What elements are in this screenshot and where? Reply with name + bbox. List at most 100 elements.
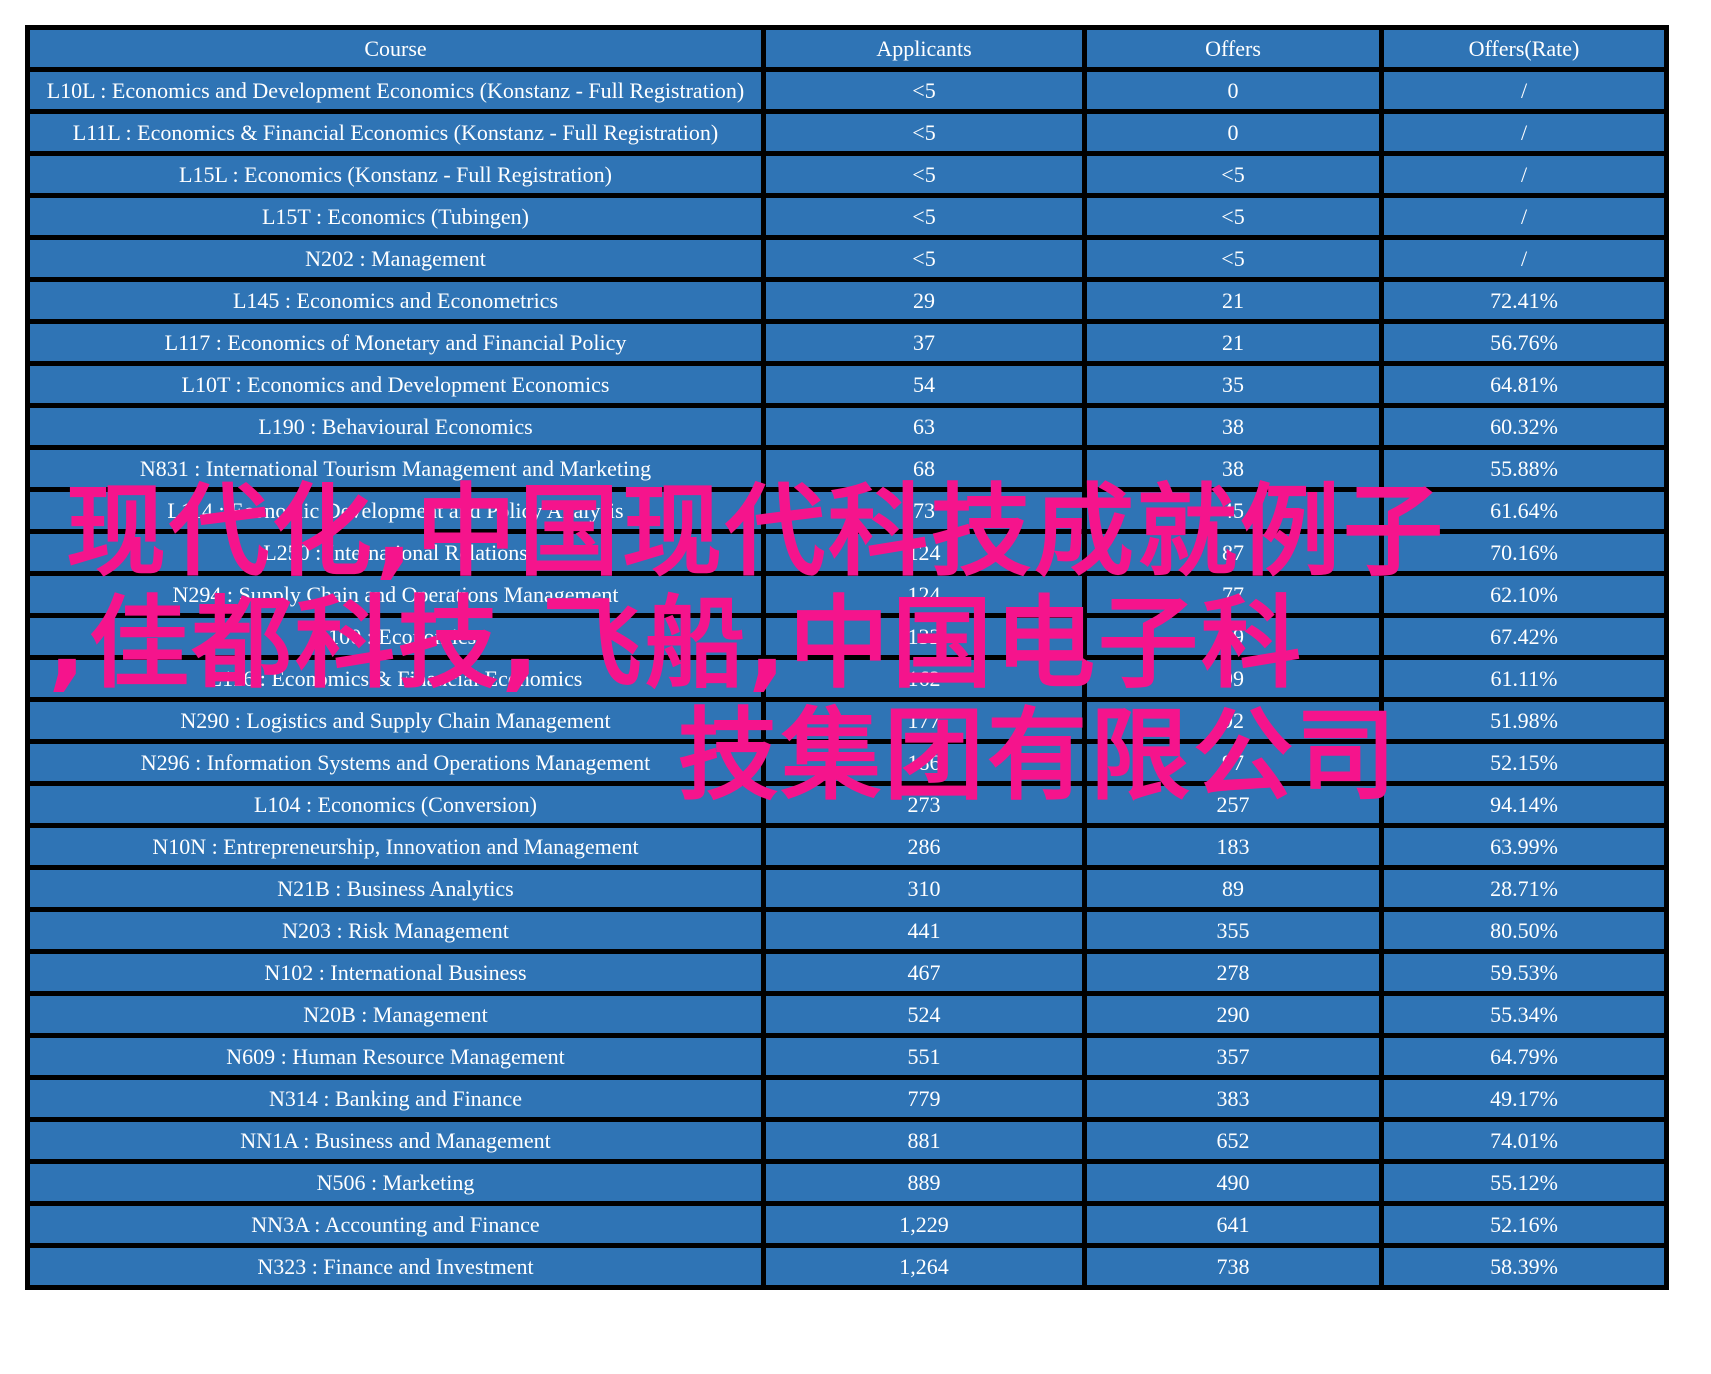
course-cell: L11L : Economics & Financial Economics (… (25, 109, 766, 156)
applicants-cell: 177 (761, 697, 1087, 744)
table-row: N10N : Entrepreneurship, Innovation and … (25, 823, 1669, 870)
offers-cell: 99 (1082, 655, 1384, 702)
course-cell: L100 : Economics (25, 613, 766, 660)
offers-cell: 21 (1082, 319, 1384, 366)
table-row: L104 : Economics (Conversion) 273 257 94.14… (25, 781, 1669, 828)
rate-cell: 55.12% (1379, 1159, 1669, 1206)
course-cell: NN1A : Business and Management (25, 1117, 766, 1164)
offers-cell: 183 (1082, 823, 1384, 870)
rate-cell: 56.76% (1379, 319, 1669, 366)
course-cell: L145 : Economics and Econometrics (25, 277, 766, 324)
course-cell: N21B : Business Analytics (25, 865, 766, 912)
rate-cell: / (1379, 67, 1669, 114)
offers-cell: 89 (1082, 865, 1384, 912)
course-cell: L15L : Economics (Konstanz - Full Regist… (25, 151, 766, 198)
offers-cell: <5 (1082, 151, 1384, 198)
table-header-row: Course Applicants Offers Offers(Rate) (25, 25, 1669, 72)
applicants-cell: 73 (761, 487, 1087, 534)
column-header-course: Course (25, 25, 766, 72)
course-cell: L190 : Behavioural Economics (25, 403, 766, 450)
applicants-cell: 63 (761, 403, 1087, 450)
table-row: N290 : Logistics and Supply Chain Manage… (25, 697, 1669, 744)
rate-cell: 55.34% (1379, 991, 1669, 1038)
offers-cell: 0 (1082, 109, 1384, 156)
course-cell: N102 : International Business (25, 949, 766, 996)
table-row: N20B : Management 524 290 55.34% (25, 991, 1669, 1038)
table-row: N609 : Human Resource Management 551 357 64… (25, 1033, 1669, 1080)
rate-cell: 49.17% (1379, 1075, 1669, 1122)
column-header-applicants: Applicants (761, 25, 1087, 72)
course-cell: N203 : Risk Management (25, 907, 766, 954)
rate-cell: 60.32% (1379, 403, 1669, 450)
rate-cell: 52.16% (1379, 1201, 1669, 1248)
course-cell: N506 : Marketing (25, 1159, 766, 1206)
applicants-cell: 889 (761, 1159, 1087, 1206)
rate-cell: 64.81% (1379, 361, 1669, 408)
course-cell: N314 : Banking and Finance (25, 1075, 766, 1122)
rate-cell: / (1379, 193, 1669, 240)
table-row: L15T : Economics (Tubingen) <5 <5/ (25, 193, 1669, 240)
applicants-cell: 1,229 (761, 1201, 1087, 1248)
table-row: L117 : Economics of Monetary and Financi… (25, 319, 1669, 366)
table-row: L100 : Economics 132 89 67.42% (25, 613, 1669, 660)
offers-cell: 77 (1082, 571, 1384, 618)
course-cell: N294 : Supply Chain and Operations Manag… (25, 571, 766, 618)
offers-cell: 652 (1082, 1117, 1384, 1164)
rate-cell: 63.99% (1379, 823, 1669, 870)
table-row: N203 : Risk Management 441 355 80.50% (25, 907, 1669, 954)
course-cell: N609 : Human Resource Management (25, 1033, 766, 1080)
offers-cell: 92 (1082, 697, 1384, 744)
course-cell: N290 : Logistics and Supply Chain Manage… (25, 697, 766, 744)
offers-cell: <5 (1082, 235, 1384, 282)
course-cell: L114 : Economic Development and Policy A… (25, 487, 766, 534)
table-row: L10L : Economics and Development Economi… (25, 67, 1669, 114)
offers-cell: <5 (1082, 193, 1384, 240)
column-header-offers-rate: Offers(Rate) (1379, 25, 1669, 72)
offers-cell: 0 (1082, 67, 1384, 114)
offers-cell: 45 (1082, 487, 1384, 534)
table-row: L15L : Economics (Konstanz - Full Regist… (25, 151, 1669, 198)
rate-cell: 80.50% (1379, 907, 1669, 954)
course-cell: N202 : Management (25, 235, 766, 282)
table-row: N506 : Marketing 889 490 55.12% (25, 1159, 1669, 1206)
rate-cell: 64.79% (1379, 1033, 1669, 1080)
table-row: N831 : International Tourism Management … (25, 445, 1669, 492)
applicants-cell: 124 (761, 571, 1087, 618)
rate-cell: 58.39% (1379, 1243, 1669, 1290)
table-row: L190 : Behavioural Economics 63 38 60.32% (25, 403, 1669, 450)
course-cell: N831 : International Tourism Management … (25, 445, 766, 492)
rate-cell: 72.41% (1379, 277, 1669, 324)
table-row: N294 : Supply Chain and Operations Manag… (25, 571, 1669, 618)
offers-cell: 357 (1082, 1033, 1384, 1080)
offers-cell: 21 (1082, 277, 1384, 324)
table-row: L10T : Economics and Development Economi… (25, 361, 1669, 408)
table-row: NN3A : Accounting and Finance 1,229 641 52.… (25, 1201, 1669, 1248)
table-row: L250 : International Relations 124 87 70.16… (25, 529, 1669, 576)
applicants-cell: 551 (761, 1033, 1087, 1080)
course-cell: L10T : Economics and Development Economi… (25, 361, 766, 408)
rate-cell: 70.16% (1379, 529, 1669, 576)
table-row: N323 : Finance and Investment 1,264 738 58.… (25, 1243, 1669, 1290)
offers-cell: 355 (1082, 907, 1384, 954)
rate-cell: / (1379, 235, 1669, 282)
offers-cell: 38 (1082, 403, 1384, 450)
applicants-cell: 273 (761, 781, 1087, 828)
column-header-offers: Offers (1082, 25, 1384, 72)
course-cell: N20B : Management (25, 991, 766, 1038)
applicants-cell: 68 (761, 445, 1087, 492)
rate-cell: 94.14% (1379, 781, 1669, 828)
applicants-cell: 54 (761, 361, 1087, 408)
applicants-cell: <5 (761, 193, 1087, 240)
table-row: N296 : Information Systems and Operation… (25, 739, 1669, 786)
course-cell: N323 : Finance and Investment (25, 1243, 766, 1290)
offers-cell: 87 (1082, 529, 1384, 576)
applicants-cell: 286 (761, 823, 1087, 870)
applicants-cell: 881 (761, 1117, 1087, 1164)
rate-cell: 67.42% (1379, 613, 1669, 660)
offers-cell: 490 (1082, 1159, 1384, 1206)
table-row: NN1A : Business and Management 881 652 74.0… (25, 1117, 1669, 1164)
applicants-cell: 779 (761, 1075, 1087, 1122)
applicants-cell: <5 (761, 235, 1087, 282)
table-row: L145 : Economics and Econometrics 29 21 72.… (25, 277, 1669, 324)
offers-cell: 641 (1082, 1201, 1384, 1248)
